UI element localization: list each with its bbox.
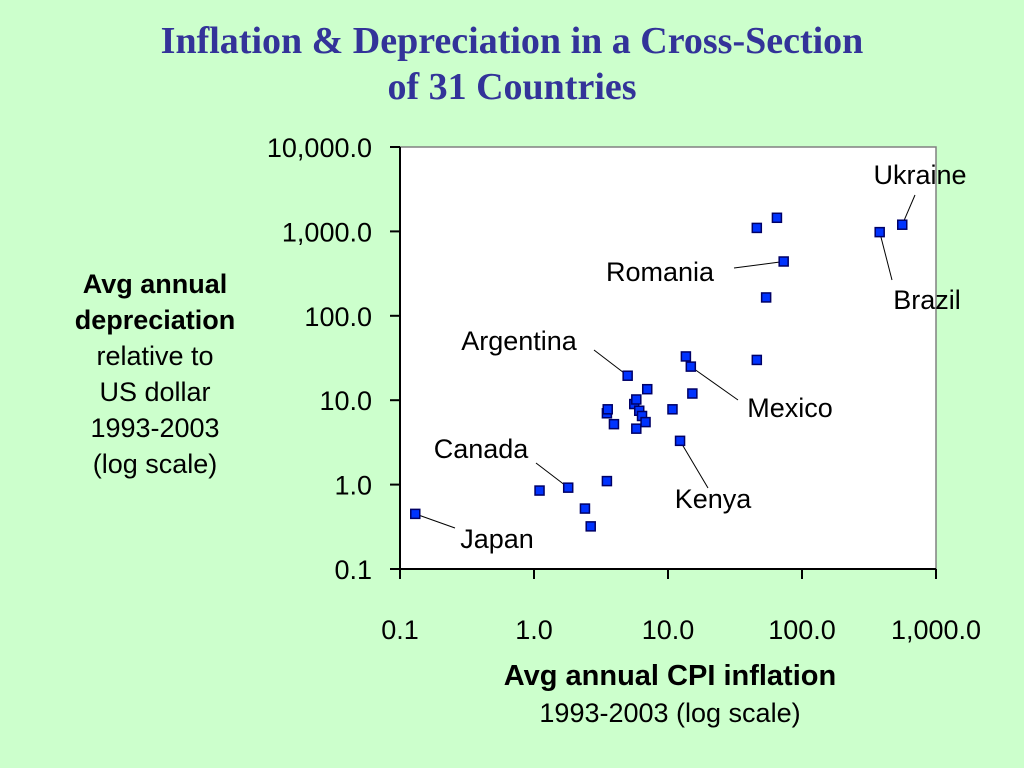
- data-point: [562, 482, 574, 493]
- y-axis-label-line-2: depreciation: [74, 305, 236, 335]
- annotation-leader: [879, 232, 893, 281]
- annotation-leader: [415, 513, 456, 529]
- data-point: [674, 435, 686, 447]
- y-axis-label-line-5: 1993-2003: [90, 413, 220, 443]
- annotation-japan: Japan: [460, 524, 534, 554]
- data-point: [631, 394, 642, 405]
- data-point: [602, 404, 613, 415]
- annotation-mexico: Mexico: [747, 393, 833, 423]
- annotations: Japan Canada Argentina Kenya Mexico Romania Br…: [434, 160, 967, 554]
- annotation-leader: [690, 366, 739, 401]
- data-point: [874, 226, 885, 238]
- data-point: [751, 222, 763, 234]
- annotation-romania: Romania: [606, 257, 715, 287]
- x-tick-label: 10.0: [642, 615, 695, 645]
- data-points: [410, 212, 908, 532]
- chart-title-line-2: of 31 Countries: [387, 66, 637, 108]
- y-axis-label-line-1: Avg annual: [82, 269, 228, 299]
- data-point: [579, 503, 591, 514]
- data-point: [897, 219, 908, 230]
- annotation-leader: [593, 349, 628, 377]
- y-tick-label: 10,000.0: [267, 133, 372, 163]
- data-point: [751, 354, 763, 366]
- x-axis-label: Avg annual CPI inflation 1993-2003 (log …: [400, 656, 940, 730]
- x-tick-label: 100.0: [768, 615, 836, 645]
- x-tick-label: 1,000.0: [891, 615, 981, 645]
- data-point: [585, 521, 596, 532]
- data-point: [534, 485, 545, 496]
- plot-area: [399, 146, 937, 570]
- y-tick-label: 100.0: [304, 302, 372, 332]
- x-tick-label: 1.0: [515, 615, 553, 645]
- annotation-ukraine: Ukraine: [873, 160, 966, 190]
- data-point: [760, 292, 772, 303]
- data-point: [608, 418, 620, 430]
- y-axis-label-line-6: (log scale): [92, 449, 218, 479]
- y-axis-label-line-4: US dollar: [99, 377, 211, 407]
- data-point: [687, 388, 698, 399]
- chart-title: Inflation & Depreciation in a Cross-Sect…: [0, 18, 1024, 110]
- annotation-kenya: Kenya: [675, 484, 753, 514]
- annotation-leader: [679, 440, 709, 489]
- annotation-leader: [733, 260, 784, 269]
- data-point: [667, 404, 678, 415]
- data-point: [778, 256, 789, 267]
- x-axis-label-line-1: Avg annual CPI inflation: [503, 660, 837, 692]
- y-tick-label: 1.0: [334, 471, 372, 501]
- y-tick-label: 10.0: [319, 386, 372, 416]
- data-point: [680, 351, 692, 362]
- annotation-leader: [535, 462, 569, 489]
- y-axis-label: Avg annual depreciation relative to US d…: [30, 266, 280, 482]
- data-point: [771, 212, 783, 224]
- data-point: [601, 475, 613, 487]
- y-axis-label-line-3: relative to: [96, 341, 214, 371]
- axes: 0.1 1.0 10.0 100.0 1,000.0 10,000.0 0.1 1.0 10.0…: [267, 133, 981, 645]
- data-point: [640, 416, 651, 428]
- x-axis-label-line-2: 1993-2003 (log scale): [539, 698, 801, 728]
- y-tick-label: 1,000.0: [282, 217, 372, 247]
- x-tick-label: 0.1: [381, 615, 419, 645]
- data-point: [622, 370, 633, 381]
- chart-title-line-1: Inflation & Depreciation in a Cross-Sect…: [160, 20, 864, 62]
- data-point: [410, 508, 421, 520]
- data-point: [685, 361, 697, 372]
- annotation-canada: Canada: [434, 434, 530, 464]
- y-tick-label: 0.1: [334, 555, 372, 585]
- annotation-brazil: Brazil: [893, 285, 961, 315]
- data-point: [641, 383, 653, 395]
- data-point: [631, 423, 642, 434]
- annotation-argentina: Argentina: [461, 326, 578, 356]
